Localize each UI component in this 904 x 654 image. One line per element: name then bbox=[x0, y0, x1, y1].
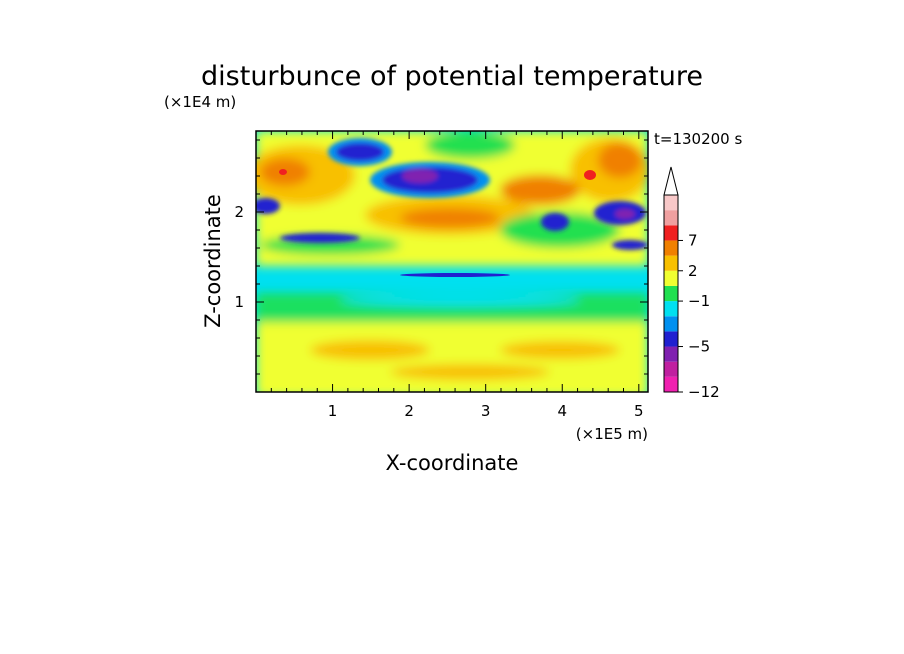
colorbar-segment bbox=[664, 346, 678, 362]
neg-streak-middle bbox=[400, 273, 510, 277]
middle-dark-orange-band bbox=[400, 208, 500, 228]
y-tick-label: 1 bbox=[234, 293, 244, 311]
colorbar-segment bbox=[664, 225, 678, 241]
lower-cyan-streak bbox=[340, 294, 580, 306]
pos-peak-right bbox=[584, 170, 596, 180]
neg-streak-right bbox=[612, 240, 648, 250]
x-axis: 1 2 3 4 5 bbox=[270, 131, 644, 420]
upper-dark-orange-center bbox=[500, 175, 580, 205]
x-tick-label: 3 bbox=[481, 402, 491, 420]
lower-orange-2 bbox=[500, 341, 620, 359]
colorbar-segment bbox=[664, 195, 678, 211]
plot-frame bbox=[255, 130, 649, 393]
colorbar-segment bbox=[664, 331, 678, 347]
colorbar-segment bbox=[664, 210, 678, 226]
field-upper-layer bbox=[256, 131, 648, 266]
colorbar-segment bbox=[664, 240, 678, 256]
time-label: t=130200 s bbox=[654, 130, 742, 148]
colorbar-segment bbox=[664, 316, 678, 332]
colorbar-segment bbox=[664, 255, 678, 271]
neg-region-2-purple bbox=[402, 169, 438, 183]
contour-field bbox=[256, 131, 648, 392]
y-axis: 12 bbox=[234, 139, 648, 375]
lower-yellow-band bbox=[256, 322, 648, 392]
colorbar-tick-label: −5 bbox=[688, 338, 710, 356]
pos-peak-left bbox=[279, 169, 287, 175]
y-axis-label: Z-coordinate bbox=[201, 194, 225, 328]
colorbar-tick-label: −12 bbox=[688, 383, 720, 401]
colorbar-tick-label: −1 bbox=[688, 292, 710, 310]
lower-orange-1 bbox=[310, 340, 430, 360]
neg-region-left-edge bbox=[256, 198, 280, 214]
field-negative-regions bbox=[256, 138, 648, 250]
upper-green-patch bbox=[425, 131, 515, 159]
chart-title: disturbunce of potential temperature bbox=[201, 61, 703, 92]
colorbar-segment bbox=[664, 301, 678, 317]
lower-orange-3 bbox=[390, 364, 550, 380]
colorbar-segment bbox=[664, 376, 678, 392]
x-tick-label: 5 bbox=[634, 402, 644, 420]
y-tick-label: 2 bbox=[234, 203, 244, 221]
colorbar-frame bbox=[663, 194, 679, 393]
x-tick-label: 1 bbox=[328, 402, 338, 420]
colorbar-tick-label: 2 bbox=[688, 262, 698, 280]
colorbar: 7 2 −1 −5 −12 bbox=[663, 166, 720, 401]
upper-dark-orange-right bbox=[598, 142, 642, 178]
neg-region-1-core bbox=[336, 143, 384, 161]
neg-streak-left bbox=[280, 233, 360, 243]
field-lower-layer bbox=[256, 293, 648, 392]
x-unit-label: (×1E5 m) bbox=[576, 425, 648, 443]
neg-region-right-purple bbox=[615, 209, 635, 219]
colorbar-extend-arrow bbox=[663, 166, 679, 196]
neg-region-center-right bbox=[541, 213, 569, 231]
colorbar-segment bbox=[664, 285, 678, 302]
x-tick-label: 4 bbox=[557, 402, 567, 420]
y-unit-label: (×1E4 m) bbox=[164, 93, 236, 111]
colorbar-tick-label: 7 bbox=[688, 231, 698, 249]
colorbar-segment bbox=[664, 361, 678, 377]
x-axis-label: X-coordinate bbox=[386, 451, 519, 475]
colorbar-segment bbox=[664, 270, 678, 286]
x-tick-label: 2 bbox=[404, 402, 414, 420]
